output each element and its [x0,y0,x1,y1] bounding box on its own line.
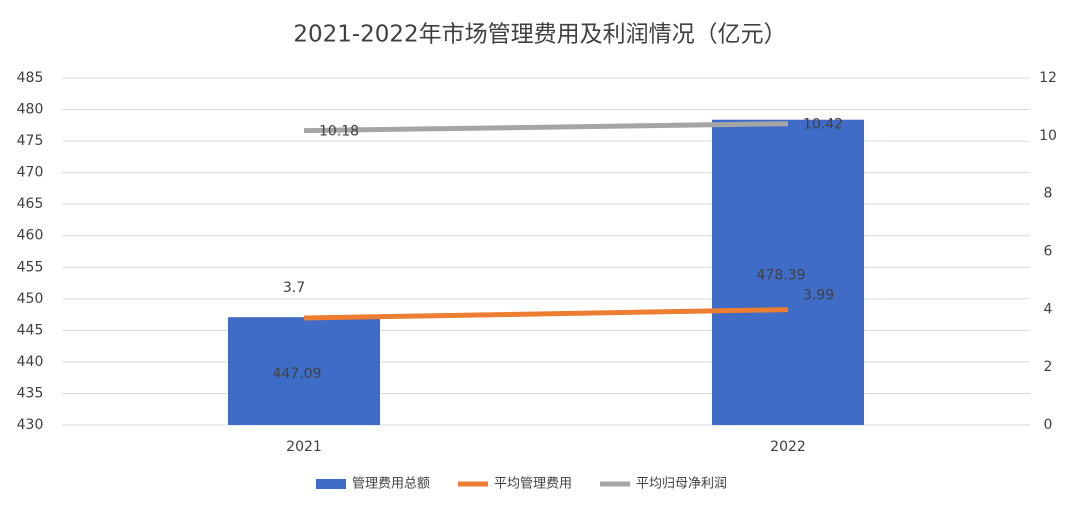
legend-swatch [316,479,346,489]
y-tick-label: 475 [17,133,44,149]
y-tick-label: 445 [17,322,44,338]
legend-label: 管理费用总额 [352,477,430,492]
y2-tick-label: 8 [1044,186,1053,202]
y2-tick-label: 0 [1044,417,1053,433]
x-tick-label: 2021 [286,439,322,455]
y-tick-label: 430 [17,417,44,433]
bar [712,119,864,425]
y-tick-label: 450 [17,291,44,307]
y2-tick-label: 2 [1044,359,1053,375]
data-label: 478.39 [757,267,806,283]
y-tick-label: 435 [17,385,44,401]
data-label: 10.42 [803,117,843,133]
legend-label: 平均管理费用 [494,477,572,492]
y-tick-label: 480 [17,102,44,118]
legend-label: 平均归母净利润 [636,477,727,492]
line [303,307,789,321]
y2-tick-label: 6 [1044,244,1053,260]
y-tick-label: 470 [17,165,44,181]
data-label: 10.18 [319,124,359,140]
y2-tick-label: 4 [1044,301,1053,317]
chart-title: 2021-2022年市场管理费用及利润情况（亿元） [293,22,786,48]
y-tick-label: 455 [17,259,44,275]
y-tick-label: 485 [17,70,44,86]
data-label: 3.99 [803,288,834,304]
y2-tick-label: 10 [1039,128,1057,144]
y2-tick-label: 12 [1039,70,1057,86]
y-tick-label: 460 [17,228,44,244]
y-tick-label: 440 [17,354,44,370]
line [303,121,789,134]
bar [228,317,380,425]
y-tick-label: 465 [17,196,44,212]
x-tick-label: 2022 [770,439,806,455]
data-label: 447.09 [273,366,322,382]
data-label: 3.7 [283,280,305,296]
